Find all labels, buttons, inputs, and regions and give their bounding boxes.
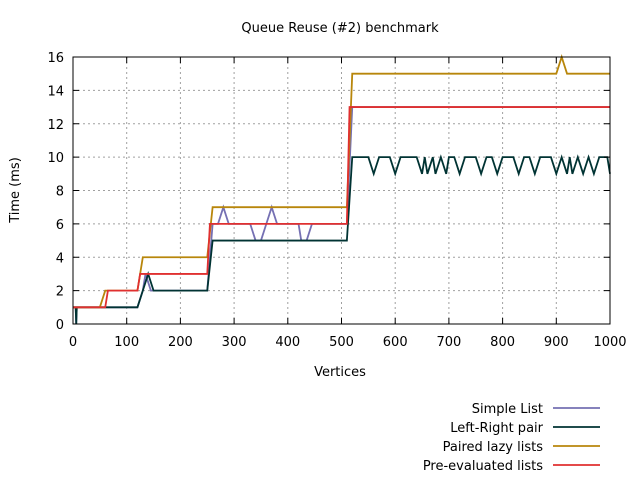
x-axis-label: Vertices bbox=[314, 365, 366, 380]
y-tick-label: 6 bbox=[56, 218, 64, 233]
legend-label-pre-evaluated-lists: Pre-evaluated lists bbox=[423, 459, 543, 474]
axis-ticks: 0 100 200 300 400 500 600 700 800 900 1000 0 2 4 6 8 10 1… bbox=[47, 51, 626, 350]
series-layer bbox=[73, 54, 611, 325]
y-tick-label: 8 bbox=[56, 185, 64, 200]
y-tick-label: 4 bbox=[56, 251, 64, 266]
x-tick-label: 400 bbox=[275, 335, 300, 350]
legend: Simple List Left-Right pair Paired lazy li… bbox=[423, 402, 600, 474]
x-tick-label: 1000 bbox=[593, 335, 626, 350]
legend-label-left-right-pair: Left-Right pair bbox=[450, 421, 543, 436]
grid-lines bbox=[73, 57, 610, 324]
legend-label-simple-list: Simple List bbox=[472, 402, 543, 417]
x-tick-label: 600 bbox=[383, 335, 408, 350]
legend-label-paired-lazy-lists: Paired lazy lists bbox=[443, 440, 544, 455]
y-tick-label: 2 bbox=[56, 285, 64, 300]
y-tick-label: 0 bbox=[56, 318, 64, 333]
y-tick-label: 12 bbox=[47, 118, 64, 133]
series-line-pre-evaluated-lists bbox=[73, 106, 610, 309]
x-tick-label: 900 bbox=[544, 335, 569, 350]
x-tick-label: 0 bbox=[69, 335, 77, 350]
y-axis-label: Time (ms) bbox=[8, 157, 23, 224]
chart-title: Queue Reuse (#2) benchmark bbox=[241, 21, 439, 36]
y-tick-label: 16 bbox=[47, 51, 64, 66]
x-tick-label: 800 bbox=[490, 335, 515, 350]
x-tick-label: 500 bbox=[329, 335, 354, 350]
series-line-left-right-pair bbox=[73, 154, 611, 325]
x-tick-label: 700 bbox=[436, 335, 461, 350]
x-tick-label: 300 bbox=[222, 335, 247, 350]
x-tick-label: 200 bbox=[168, 335, 193, 350]
y-tick-label: 14 bbox=[47, 84, 64, 99]
x-tick-label: 100 bbox=[114, 335, 139, 350]
y-tick-label: 10 bbox=[47, 151, 64, 166]
